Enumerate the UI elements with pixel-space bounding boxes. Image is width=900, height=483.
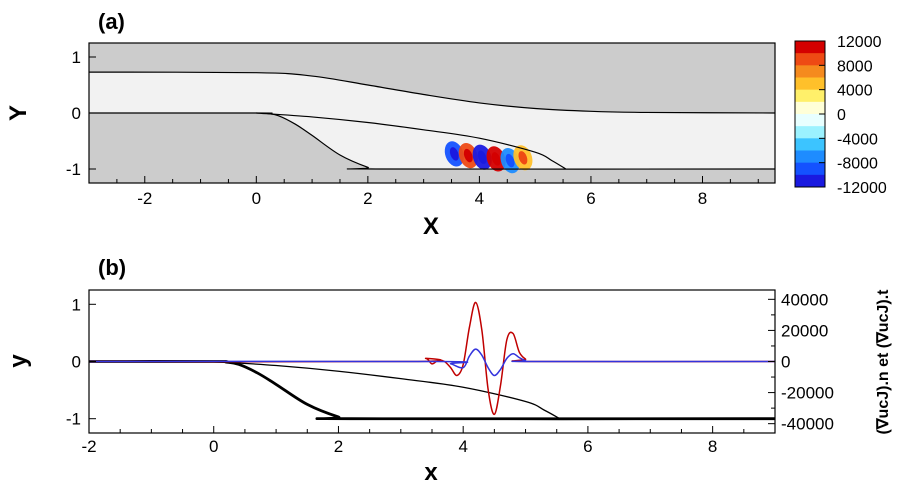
y2-tick-label: 20000 — [781, 321, 828, 340]
y-tick-label: -1 — [66, 160, 81, 179]
colorbar-swatch — [795, 126, 825, 139]
panel-a-xlabel: X — [423, 213, 439, 240]
x-tick-label: 6 — [586, 189, 595, 208]
colorbar-tick-label: 12000 — [837, 34, 882, 51]
shear-line — [256, 112, 567, 170]
colorbar-tick-label: 4000 — [837, 83, 873, 100]
colorbar-swatch — [795, 101, 825, 115]
fluid-region — [89, 72, 775, 169]
field-blob-core — [491, 152, 501, 166]
colorbar: 12000 8000 4000 0 -4000 -8000 -12000 — [794, 34, 887, 197]
colorbar-swatch — [795, 41, 825, 54]
field-blob-core — [449, 147, 459, 161]
x-tick-label: 2 — [334, 437, 343, 456]
x-tick-label: 0 — [252, 189, 261, 208]
y-tick-label: 0 — [72, 353, 81, 372]
bump-wall-line — [89, 360, 775, 421]
panel-b-label: (b) — [98, 255, 126, 280]
x-tick-label: -2 — [137, 189, 152, 208]
colorbar-tick-label: -4000 — [837, 131, 878, 148]
field-blob-core — [463, 148, 473, 163]
y2-tick-label: 0 — [781, 353, 790, 372]
panel-a-field — [89, 43, 775, 183]
colorbar-swatch — [795, 162, 825, 176]
field-blob-core — [505, 153, 515, 168]
colorbar-tick-label: 8000 — [837, 58, 873, 75]
panel-b-lines — [89, 301, 775, 421]
y2-tick-label: 40000 — [781, 290, 828, 309]
panel-a-plot: -2 0 2 4 6 810-1 — [66, 42, 776, 208]
x-tick-label: 0 — [209, 437, 218, 456]
x-tick-label: 4 — [475, 189, 484, 208]
panel-a-label: (a) — [98, 9, 125, 34]
colorbar-swatch — [795, 138, 825, 151]
colorbar-swatch — [795, 53, 825, 66]
panel-b-y2label: (∇ucJ).n et (∇ucJ).t — [875, 289, 892, 435]
bump-wall-line — [89, 112, 775, 170]
x-tick-label: 8 — [708, 437, 717, 456]
colorbar-tick-label: 0 — [837, 107, 846, 124]
panel-b-ylabel: y — [5, 354, 32, 368]
x-tick-label: 2 — [363, 189, 372, 208]
y-tick-label: 1 — [72, 295, 81, 314]
y2-tick-label: -40000 — [781, 415, 834, 434]
x-tick-label: 8 — [698, 189, 707, 208]
panel-b-xlabel: x — [424, 459, 438, 483]
colorbar-tick-label: -12000 — [837, 180, 887, 197]
series-line-0 — [89, 301, 775, 416]
y2-tick-label: -20000 — [781, 384, 834, 403]
colorbar-swatch — [795, 150, 825, 164]
y-tick-label: -1 — [66, 410, 81, 429]
x-tick-label: -2 — [81, 437, 96, 456]
colorbar-swatch — [795, 77, 825, 91]
y-tick-label: 0 — [72, 104, 81, 123]
upper-wall-line — [89, 71, 775, 114]
field-blob-core — [518, 151, 528, 165]
shear-line — [213, 360, 561, 420]
colorbar-swatch — [795, 65, 825, 78]
colorbar-swatch — [795, 174, 825, 188]
colorbar-swatch — [795, 89, 825, 103]
x-tick-label: 4 — [458, 437, 467, 456]
x-tick-label: 6 — [583, 437, 592, 456]
series-line-1 — [89, 348, 775, 377]
y-tick-label: 1 — [72, 48, 81, 67]
panel-a-ylabel: Y — [5, 105, 32, 121]
colorbar-swatch — [795, 114, 825, 127]
field-blob-core — [477, 150, 487, 164]
colorbar-tick-label: -8000 — [837, 156, 878, 173]
